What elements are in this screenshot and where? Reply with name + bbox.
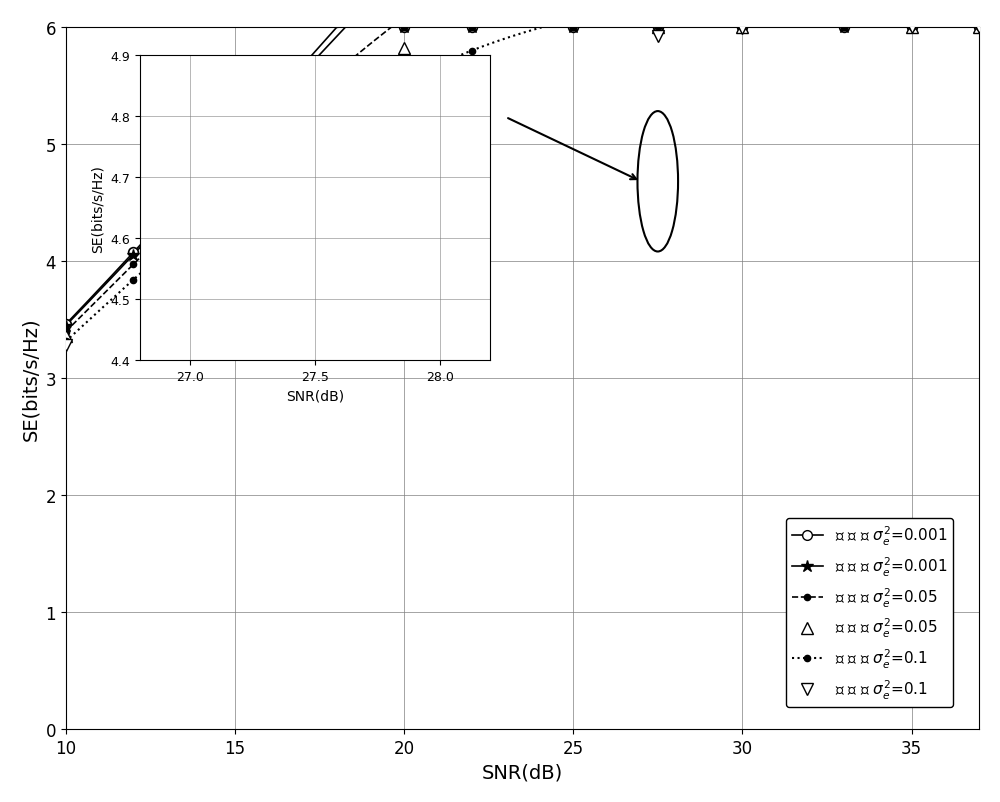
X-axis label: SNR(dB): SNR(dB) (286, 389, 344, 403)
Legend: 仿 真 值 $\sigma_e^2$=0.001, 理 论 值 $\sigma_e^2$=0.001, 仿 真 值 $\sigma_e^2$=0.05, 理 论: 仿 真 值 $\sigma_e^2$=0.001, 理 论 值 $\sigma_… (786, 518, 953, 707)
X-axis label: SNR(dB): SNR(dB) (482, 762, 563, 781)
Y-axis label: SE(bits/s/Hz): SE(bits/s/Hz) (91, 164, 105, 253)
Y-axis label: SE(bits/s/Hz): SE(bits/s/Hz) (21, 317, 40, 440)
